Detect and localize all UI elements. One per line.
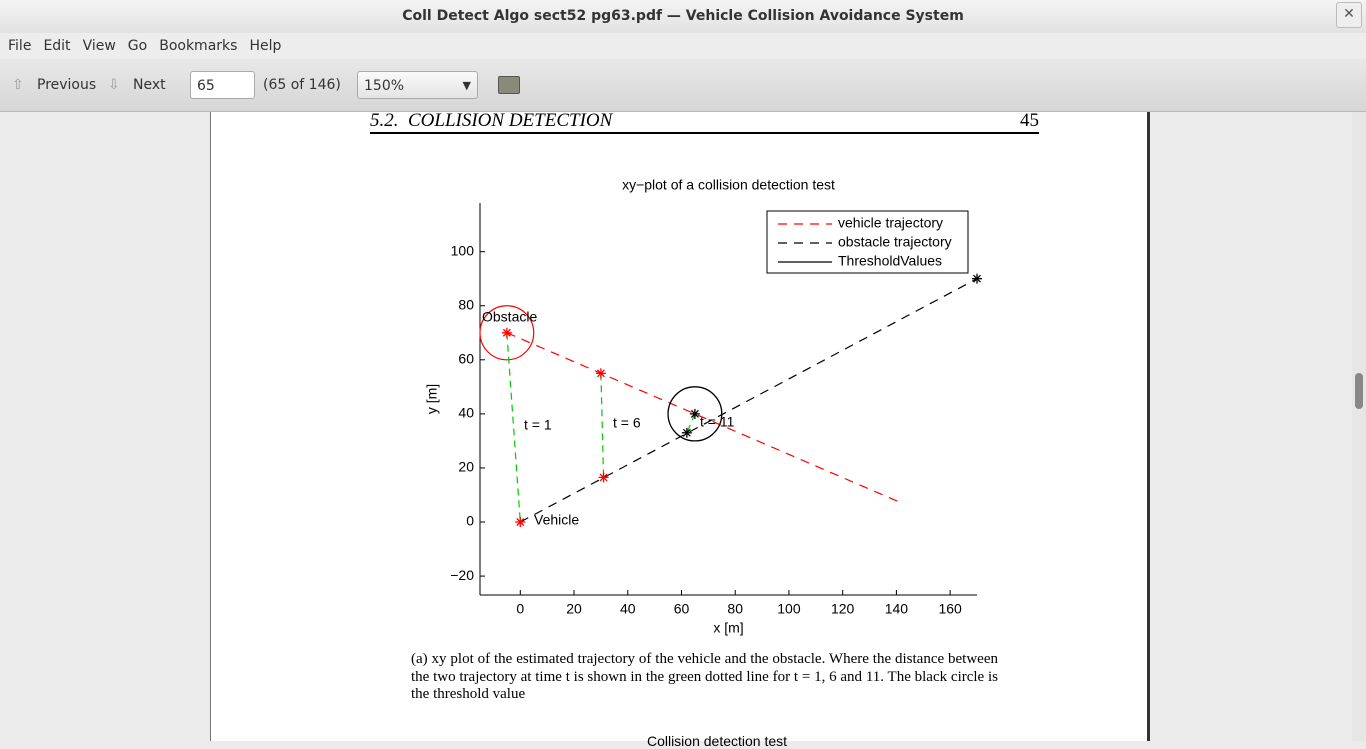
star-stroke bbox=[502, 328, 511, 337]
star-stroke bbox=[596, 369, 605, 378]
star-marker bbox=[515, 517, 526, 528]
star-stroke bbox=[599, 473, 608, 482]
x-tick-label: 120 bbox=[831, 601, 855, 617]
distance-line bbox=[506, 332, 521, 523]
figure-caption: (a) xy plot of the estimated trajectory … bbox=[411, 651, 998, 702]
distance-line bbox=[686, 413, 696, 434]
y-tick-label: −20 bbox=[450, 567, 474, 583]
menu-edit[interactable]: Edit bbox=[43, 38, 71, 54]
chart: xy−plot of a collision detection test x [… bbox=[424, 177, 982, 636]
x-tick-label: 140 bbox=[885, 601, 909, 617]
section-number: 5.2. bbox=[370, 110, 399, 131]
star-marker bbox=[972, 273, 982, 284]
zoom-select[interactable]: 150% ▼ bbox=[357, 71, 478, 99]
x-tick-label: 40 bbox=[620, 601, 636, 617]
legend-label: obstacle trajectory bbox=[838, 234, 952, 250]
x-tick-label: 100 bbox=[777, 601, 801, 617]
pdf-page: 5.2. COLLISION DETECTION 45 (a) xy plot … bbox=[210, 110, 1150, 749]
x-tick-label: 0 bbox=[516, 601, 524, 617]
y-tick-label: 100 bbox=[451, 242, 475, 258]
menu-bar: File Edit View Go Bookmarks Help bbox=[0, 33, 1366, 59]
page-input[interactable]: 65 bbox=[190, 71, 255, 99]
section-header: 5.2. COLLISION DETECTION bbox=[370, 110, 612, 132]
x-axis-label: x [m] bbox=[713, 620, 743, 636]
star-marker bbox=[501, 327, 512, 338]
trajectory-line bbox=[506, 332, 903, 504]
y-axis-label: y [m] bbox=[424, 384, 440, 414]
previous-icon: ⇧ bbox=[12, 77, 24, 93]
distance-line bbox=[600, 373, 605, 478]
menu-bookmarks[interactable]: Bookmarks bbox=[159, 38, 238, 54]
header-rule bbox=[370, 132, 1039, 134]
page-count: (65 of 146) bbox=[263, 77, 341, 93]
threshold-circle bbox=[667, 386, 723, 442]
annotation: Obstacle bbox=[482, 309, 537, 325]
annotation: t = 6 bbox=[613, 415, 641, 431]
annotation: Vehicle bbox=[534, 512, 579, 528]
toolbar: ⇧ Previous ⇩ Next 65 (65 of 146) 150% ▼ bbox=[0, 59, 1366, 112]
star-marker bbox=[681, 427, 692, 438]
chart-title: xy−plot of a collision detection test bbox=[622, 177, 835, 193]
star-marker bbox=[595, 368, 606, 379]
scroll-thumb[interactable] bbox=[1355, 373, 1363, 409]
star-marker bbox=[689, 408, 700, 419]
menu-view[interactable]: View bbox=[82, 38, 116, 54]
next-icon: ⇩ bbox=[108, 77, 120, 93]
star-stroke bbox=[516, 518, 525, 526]
star-stroke bbox=[682, 428, 691, 437]
annotation: t = 1 bbox=[524, 417, 552, 433]
trajectory-line bbox=[520, 278, 978, 523]
y-tick-label: 60 bbox=[458, 351, 474, 367]
star-stroke bbox=[690, 409, 699, 418]
legend-label: vehicle trajectory bbox=[838, 215, 943, 231]
zoom-value: 150% bbox=[364, 78, 405, 94]
y-tick-label: 80 bbox=[458, 296, 474, 312]
x-tick-label: 20 bbox=[566, 601, 582, 617]
y-tick-label: 20 bbox=[458, 459, 474, 475]
annotation: t = 11 bbox=[700, 414, 735, 430]
menu-file[interactable]: File bbox=[8, 38, 32, 54]
menu-help[interactable]: Help bbox=[249, 38, 282, 54]
scrollbar[interactable] bbox=[1352, 112, 1366, 741]
previous-button[interactable]: Previous bbox=[37, 77, 97, 93]
x-tick-label: 80 bbox=[727, 601, 743, 617]
legend-label: ThresholdValues bbox=[838, 253, 942, 269]
legend-box bbox=[766, 210, 969, 274]
section-title: COLLISION DETECTION bbox=[408, 110, 613, 131]
open-folder-button[interactable] bbox=[498, 76, 520, 94]
y-tick-label: 0 bbox=[466, 513, 474, 529]
y-tick-label: 40 bbox=[458, 405, 474, 421]
page-number: 45 bbox=[1020, 110, 1039, 131]
star-stroke bbox=[973, 274, 981, 283]
close-button[interactable]: ✕ bbox=[1336, 2, 1362, 28]
obstacle-circle bbox=[479, 305, 535, 361]
dropdown-arrow: ▼ bbox=[462, 79, 471, 92]
window-title: Coll Detect Algo sect52 pg63.pdf — Vehic… bbox=[0, 0, 1366, 33]
star-marker bbox=[598, 472, 609, 483]
x-tick-label: 60 bbox=[674, 601, 690, 617]
next-button[interactable]: Next bbox=[133, 77, 166, 93]
menu-go[interactable]: Go bbox=[127, 38, 148, 54]
x-tick-label: 160 bbox=[938, 601, 962, 617]
